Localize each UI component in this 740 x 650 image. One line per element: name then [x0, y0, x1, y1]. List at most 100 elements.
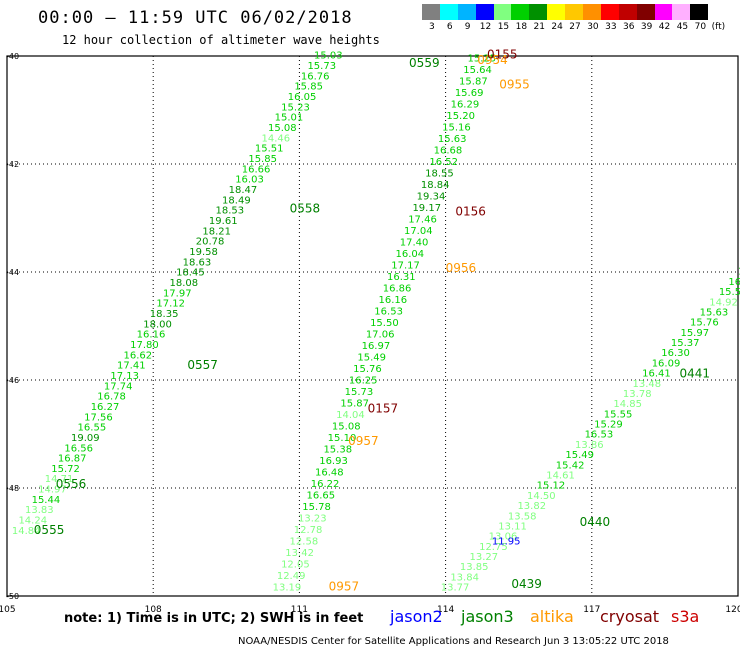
swh-value-label: 13.42 [285, 548, 314, 559]
swh-value-label: 18.63 [183, 257, 212, 268]
map-frame [6, 55, 739, 597]
colorbar-label: 21 [533, 22, 545, 32]
swh-value-label: 16.41 [642, 369, 671, 380]
swh-value-label: 16.27 [738, 267, 740, 278]
swh-value-label: 16.87 [58, 454, 87, 465]
swh-value-label: 15.23 [281, 102, 310, 113]
map-title: 00:00 — 11:59 UTC 06/02/2018 [38, 8, 353, 28]
swh-value-label: 16.86 [383, 283, 412, 294]
pass-time-label: 0439 [511, 577, 542, 591]
swh-value-label: 18.47 [229, 185, 258, 196]
swh-value-label: 20.78 [196, 237, 225, 248]
colorbar-swatch [511, 4, 530, 20]
pass-time-label: 0557 [187, 358, 218, 372]
swh-value-label: 16.16 [137, 330, 166, 341]
pass-time-label: 0956 [446, 261, 477, 275]
swh-value-label: 18.49 [222, 195, 251, 206]
colorbar-label: 42 [658, 22, 671, 32]
swh-value-label: 18.84 [421, 180, 450, 191]
pass-time-label: 0156 [455, 204, 486, 218]
swh-value-label: 13.11 [498, 521, 527, 532]
swh-value-label: 16.66 [242, 164, 271, 175]
swh-value-label: 15.63 [438, 134, 467, 145]
colorbar-label: 18 [515, 22, 528, 32]
swh-value-label: 12.05 [281, 560, 310, 571]
swh-value-label: 12.78 [294, 525, 323, 536]
swh-value-label: 15.42 [556, 460, 585, 471]
pass-time-label: 0957 [329, 580, 360, 594]
swh-value-label: 16.16 [379, 295, 408, 306]
swh-value-label: 16.76 [301, 71, 330, 82]
swh-value-label: 17.40 [400, 237, 429, 248]
swh-value-label: 17.97 [163, 288, 192, 299]
swh-value-label: 16.05 [288, 92, 317, 103]
swh-value-label: 15.73 [345, 387, 374, 398]
lat-tick-label: -42 [6, 160, 19, 169]
swh-value-label: 16.61 [728, 277, 740, 288]
swh-value-label: 16.52 [429, 157, 458, 168]
colorbar-swatch [493, 4, 512, 20]
swh-value-label: 14.04 [336, 410, 365, 421]
swh-value-label: 14.61 [546, 471, 575, 482]
pass-time-label: 0556 [56, 477, 87, 491]
swh-value-label: 13.82 [517, 501, 546, 512]
legend-cryosat: cryosat [600, 607, 660, 626]
swh-value-label: 18.21 [202, 226, 231, 237]
colorbar-label: 15 [497, 22, 510, 32]
colorbar-swatch [583, 4, 601, 20]
pass-time-label: 0954 [477, 53, 508, 67]
swh-value-label: 15.72 [51, 464, 80, 475]
colorbar-label: 70 [694, 22, 707, 32]
swh-value-label: 17.46 [408, 214, 437, 225]
swh-value-label: 12.49 [277, 571, 306, 582]
swh-value-label: 14.71 [45, 474, 74, 485]
pass-time-label: 0440 [580, 515, 611, 529]
colorbar-swatch [654, 4, 673, 20]
pass-time-label: 0558 [290, 202, 321, 216]
swh-value-label: 18.35 [150, 309, 179, 320]
colorbar-swatch [439, 4, 458, 20]
pass-time-label: 0555 [34, 523, 65, 537]
swh-value-label: 14.50 [527, 491, 556, 502]
legend-s3a: s3a [671, 607, 700, 626]
swh-value-label: 16.30 [661, 348, 690, 359]
swh-value-label: 15.64 [463, 65, 492, 76]
colorbar-swatch [618, 4, 637, 20]
pass-time-label: 0157 [368, 401, 399, 415]
lon-tick-label: 108 [145, 605, 162, 615]
colorbar-label: 33 [605, 22, 617, 32]
swh-value-label: 16.09 [652, 358, 681, 369]
legend-jason2: jason2 [390, 607, 443, 626]
swh-value-label: 16.56 [64, 443, 93, 454]
swh-value-label: 13.48 [633, 379, 662, 390]
swh-value-label: 19.09 [71, 433, 100, 444]
colorbar-swatch [475, 4, 494, 20]
colorbar-swatch [565, 4, 584, 20]
colorbar-labels: 3 6 9 12 15 18 21 24 27 30 33 36 39 42 45 70 (ft) [422, 22, 740, 36]
swh-value-label: 16.62 [124, 350, 153, 361]
swh-value-label: 15.76 [690, 318, 719, 329]
swh-value-label: 14.97 [38, 485, 67, 496]
colorbar-swatch [457, 4, 476, 20]
swh-value-label: 13.06 [489, 532, 518, 543]
swh-value-label: 16.48 [315, 468, 344, 479]
colorbar-label: 36 [623, 22, 635, 32]
colorbar [422, 4, 709, 20]
swh-value-label: 15.08 [332, 422, 361, 433]
colorbar-label: 27 [569, 22, 581, 32]
swh-value-label: 14.24 [18, 516, 47, 527]
swh-value-label: 17.17 [391, 260, 420, 271]
swh-value-label: 19.58 [189, 247, 218, 258]
swh-value-label: 13.83 [25, 505, 54, 516]
swh-value-label: 16.27 [91, 402, 120, 413]
swh-value-label: 11.95 [492, 537, 521, 548]
swh-value-label: 17.13 [110, 371, 139, 382]
pass-time-label: 0559 [409, 56, 440, 70]
swh-value-label: 16.31 [387, 272, 416, 283]
swh-value-label: 16.53 [374, 306, 403, 317]
swh-value-label: 15.20 [446, 111, 475, 122]
colorbar-swatch [690, 4, 709, 20]
colorbar-swatch [672, 4, 691, 20]
colorbar-label: 30 [587, 22, 599, 32]
